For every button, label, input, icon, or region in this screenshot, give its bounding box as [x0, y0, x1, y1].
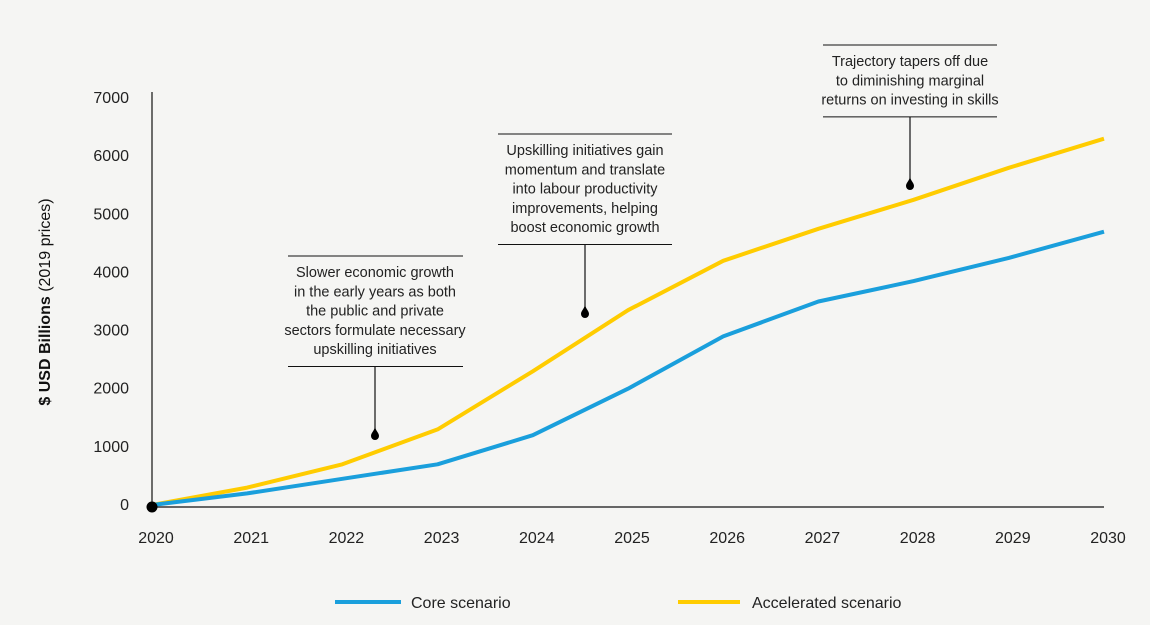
y-tick-label: 3000: [93, 323, 129, 340]
x-tick-label: 2025: [614, 530, 650, 547]
legend-item-accelerated: Accelerated scenario: [678, 595, 902, 612]
annotation-text-line: upskilling initiatives: [313, 342, 436, 358]
y-tick-label: 4000: [93, 264, 129, 281]
annotation-text-line: Upskilling initiatives gain: [506, 143, 663, 159]
annotation-text-line: momentum and translate: [505, 162, 665, 178]
annotation-1: Slower economic growth in the early years…: [284, 255, 466, 440]
y-tick-label: 5000: [93, 206, 129, 223]
y-axis-label-bold: $ USD Billions: [37, 296, 54, 405]
annotation-text-line: improvements, helping: [512, 201, 658, 217]
series-lines: [151, 136, 1105, 507]
y-tick-label: 6000: [93, 148, 129, 165]
annotations: Slower economic growth in the early years…: [284, 44, 999, 440]
y-tick-label: 7000: [93, 90, 129, 107]
x-tick-label: 2021: [233, 530, 269, 547]
y-tick-label: 1000: [93, 439, 129, 456]
series-line-core: [151, 229, 1105, 507]
annotation-text-line: Slower economic growth: [296, 265, 454, 281]
legend-label-core: Core scenario: [411, 595, 511, 612]
y-axis-ticks: 0 1000 2000 3000 4000 5000 6000 7000: [93, 90, 129, 514]
legend-item-core: Core scenario: [335, 595, 511, 612]
annotation-text-line: to diminishing marginal: [836, 73, 984, 89]
x-tick-label: 2024: [519, 530, 555, 547]
annotation-text-line: in the early years as both: [294, 284, 456, 300]
series-line-accelerated: [151, 136, 1105, 507]
x-tick-label: 2026: [709, 530, 745, 547]
origin-dot: [146, 501, 158, 513]
annotation-text-line: into labour productivity: [512, 182, 658, 198]
legend: Core scenario Accelerated scenario: [335, 595, 902, 612]
x-tick-label: 2029: [995, 530, 1031, 547]
annotation-text-line: boost economic growth: [510, 220, 659, 236]
annotation-text-line: Trajectory tapers off due: [832, 54, 988, 70]
x-tick-label: 2027: [805, 530, 841, 547]
annotation-3: Trajectory tapers off due to diminishing …: [821, 44, 999, 190]
legend-label-accelerated: Accelerated scenario: [752, 595, 902, 612]
annotation-drop-marker-icon: [906, 177, 914, 190]
y-tick-label: 0: [120, 497, 129, 514]
y-axis-label-unit: (2019 prices): [37, 198, 54, 296]
y-tick-label: 2000: [93, 381, 129, 398]
annotation-text-line: sectors formulate necessary: [284, 323, 466, 339]
x-axis-ticks: 2020 2021 2022 2023 2024 2025 2026 2027 2028 2029…: [138, 530, 1126, 547]
x-tick-label: 2020: [138, 530, 174, 547]
y-axis-label: $ USD Billions (2019 prices): [37, 198, 54, 405]
annotation-2: Upskilling initiatives gain momentum and …: [498, 133, 672, 318]
annotation-drop-marker-icon: [371, 427, 379, 440]
x-tick-label: 2030: [1090, 530, 1126, 547]
annotation-text-line: the public and private: [306, 304, 444, 320]
x-tick-label: 2023: [424, 530, 460, 547]
x-tick-label: 2028: [900, 530, 936, 547]
x-tick-label: 2022: [329, 530, 365, 547]
annotation-text-line: returns on investing in skills: [821, 93, 998, 109]
annotation-drop-marker-icon: [581, 305, 589, 318]
